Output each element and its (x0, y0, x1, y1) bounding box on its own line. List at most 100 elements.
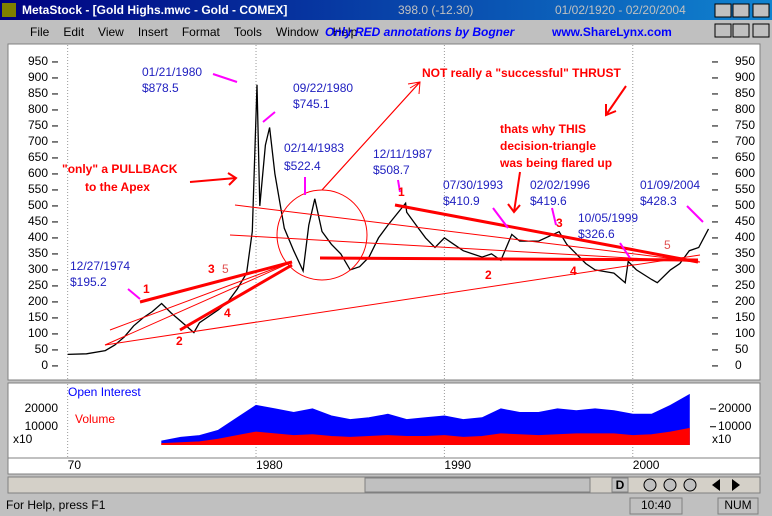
x-tick-label: 70 (68, 458, 82, 472)
y-tick-label: 250 (28, 278, 48, 292)
pointer (212, 73, 238, 83)
window-controls[interactable] (714, 3, 770, 38)
pointer (686, 205, 704, 223)
y-tick-label-right: 0 (735, 358, 742, 372)
y-tick-label: 650 (28, 150, 48, 164)
date-label: $326.6 (578, 227, 615, 241)
scroll-right[interactable] (732, 479, 740, 491)
menu-bar: File Edit View Insert Format Tools Window Help (30, 25, 358, 39)
menu-item[interactable]: Tools (234, 25, 262, 39)
menu-item[interactable]: Insert (138, 25, 169, 39)
red-annotation: 4 (570, 264, 577, 278)
y-tick-label-right: 100 (735, 326, 755, 340)
maximize[interactable] (732, 3, 750, 18)
menu-item[interactable]: View (98, 25, 124, 39)
close[interactable] (752, 3, 770, 18)
red-annotation: thats why THIS (500, 122, 586, 136)
status-bar (0, 496, 772, 516)
zoom[interactable] (683, 478, 697, 492)
zoom-in[interactable] (663, 478, 677, 492)
y-tick-label: 550 (28, 182, 48, 196)
y-tick-label: 900 (28, 70, 48, 84)
arrow-head (507, 203, 521, 214)
trend-line (109, 261, 293, 331)
x-tick-label: 2000 (633, 458, 660, 472)
y-tick-label-right: 900 (735, 70, 755, 84)
window-title: MetaStock - [Gold Highs.mwc - Gold - COM… (22, 3, 287, 17)
period-button[interactable] (611, 477, 629, 493)
y-tick-label-right: 20000 (718, 401, 752, 415)
date-label: 01/21/1980 (142, 65, 202, 79)
date-label: 10/05/1999 (578, 211, 638, 225)
trend-line (104, 261, 293, 346)
y-tick-label-right: 500 (735, 198, 755, 212)
x-axis-band (7, 457, 761, 475)
doc-close[interactable] (752, 23, 770, 38)
scrollbar[interactable]: D (7, 476, 761, 494)
zoom-out[interactable] (643, 478, 657, 492)
banner: Only RED annotations by Bogner (325, 25, 516, 39)
trend-line (234, 204, 701, 263)
y-tick-label-right: 50 (735, 342, 749, 356)
red-annotation: 5 (664, 238, 671, 252)
scroll-left[interactable] (712, 479, 720, 491)
y-tick-label-right: 650 (735, 150, 755, 164)
date-range: 01/02/1920 - 02/20/2004 (555, 3, 686, 17)
red-annotation: 1 (143, 282, 150, 296)
title-bar (0, 0, 772, 20)
date-label: 12/27/1974 (70, 259, 130, 273)
pointer (619, 242, 631, 259)
red-annotation: 2 (485, 268, 492, 282)
doc-restore[interactable] (732, 23, 750, 38)
date-label: $522.4 (284, 159, 321, 173)
status-help: For Help, press F1 (6, 498, 106, 512)
pointer-lines (127, 73, 704, 300)
x-tick-label: 1990 (444, 458, 471, 472)
scroll-thumb[interactable] (364, 477, 591, 493)
red-annotation: 1 (398, 185, 405, 199)
arrow (321, 81, 421, 191)
y-tick-label: 200 (28, 294, 48, 308)
red-annotation: NOT really a "successful" THRUST (422, 66, 621, 80)
date-label: $195.2 (70, 275, 107, 289)
y-tick-label-right: 250 (735, 278, 755, 292)
red-annotation: 4 (224, 306, 231, 320)
triangle-bottom (319, 256, 699, 262)
red-annotation: "only" a PULLBACK (62, 162, 178, 176)
y-tick-label: 600 (28, 166, 48, 180)
date-label: 12/11/1987 (373, 147, 432, 161)
volume-area (161, 393, 690, 446)
menu-item[interactable]: File (30, 25, 50, 39)
status-cell (629, 497, 683, 515)
menu-item[interactable]: Edit (63, 25, 84, 39)
y-tick-label: 50 (35, 342, 49, 356)
red-annotation: 3 (208, 262, 215, 276)
menu-item[interactable]: Help (333, 25, 358, 39)
banner-url: www.ShareLynx.com (551, 25, 672, 39)
y-tick-label: 300 (28, 262, 48, 276)
arrow-head (227, 172, 238, 186)
volume-area (161, 427, 690, 446)
y-tick-label: 20000 (25, 401, 59, 415)
x-tick-label: 1980 (256, 458, 283, 472)
legend-entry: Volume (75, 412, 115, 426)
y-tick-label-right: 750 (735, 118, 755, 132)
arrow (605, 85, 627, 116)
y-tick-label-right: 800 (735, 102, 755, 116)
menu-item[interactable]: Window (276, 25, 319, 39)
y-tick-label: 150 (28, 310, 48, 324)
trend-line (179, 263, 293, 332)
red-annotation: 2 (176, 334, 183, 348)
y-tick-label: 950 (28, 54, 48, 68)
menu-item[interactable]: Format (182, 25, 221, 39)
red-annotation: to the Apex (85, 180, 150, 194)
date-label: 02/02/1996 (530, 178, 590, 192)
y-tick-label: 700 (28, 134, 48, 148)
arrow (513, 171, 521, 213)
scale-label: x10 (13, 432, 33, 446)
minimize[interactable] (714, 3, 732, 18)
pointer (397, 179, 401, 193)
date-label: 09/22/1980 (293, 81, 353, 95)
doc-minimize[interactable] (714, 23, 732, 38)
